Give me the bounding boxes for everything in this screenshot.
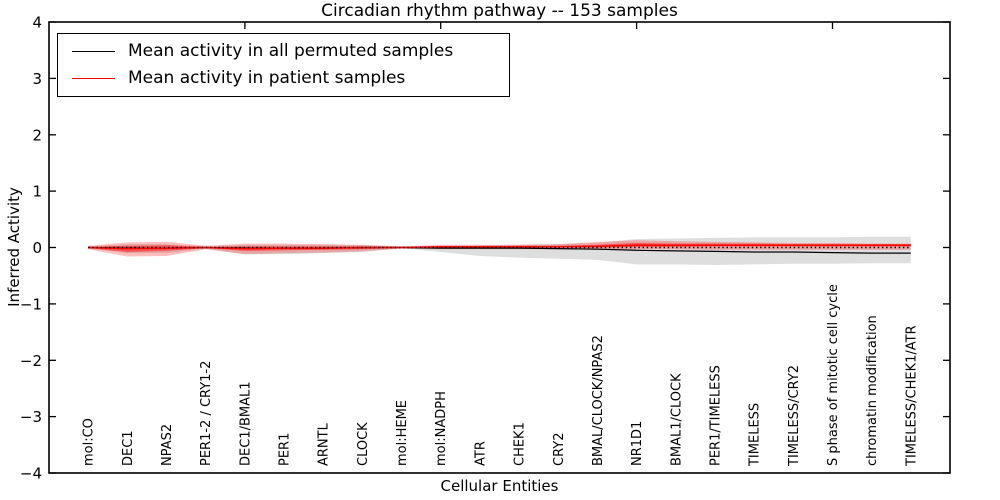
x-category-label: NR1D1 bbox=[630, 421, 645, 466]
y-tick-label: 4 bbox=[32, 14, 42, 32]
legend-label-permuted: Mean activity in all permuted samples bbox=[128, 41, 454, 62]
x-category-label: TIMELESS bbox=[748, 403, 763, 467]
x-category-label: BMAL1/CLOCK bbox=[669, 373, 684, 466]
legend-item-permuted: Mean activity in all permuted samples bbox=[58, 43, 509, 60]
x-category-label: mol:HEME bbox=[395, 400, 410, 466]
x-category-label: CRY2 bbox=[552, 433, 567, 467]
y-tick-label: −3 bbox=[20, 408, 42, 426]
x-axis-label: Cellular Entities bbox=[440, 477, 559, 495]
chart-title: Circadian rhythm pathway -- 153 samples bbox=[321, 1, 678, 21]
x-category-label: DEC1/BMAL1 bbox=[238, 382, 253, 467]
y-tick-label: −1 bbox=[20, 295, 42, 313]
legend-line-sample-patient bbox=[72, 77, 115, 79]
x-category-label: TIMELESS/CRY2 bbox=[787, 365, 802, 467]
y-axis-label: Inferred Activity bbox=[5, 187, 23, 307]
x-category-label: CHEK1 bbox=[513, 422, 528, 466]
x-category-label: CLOCK bbox=[356, 422, 371, 466]
series-line-1 bbox=[88, 244, 911, 250]
x-category-label: BMAL/CLOCK/NPAS2 bbox=[591, 335, 606, 466]
y-tick-label: 1 bbox=[32, 183, 42, 201]
x-category-label: S phase of mitotic cell cycle bbox=[826, 284, 841, 466]
y-tick-label: −2 bbox=[20, 352, 42, 370]
legend-label-patient: Mean activity in patient samples bbox=[128, 67, 406, 88]
x-category-label: ATR bbox=[473, 441, 488, 466]
x-category-label: TIMELESS/CHEK1/ATR bbox=[904, 325, 919, 467]
band-permuted-spread bbox=[88, 236, 911, 265]
y-tick-label: −4 bbox=[20, 465, 42, 483]
y-tick-label: 0 bbox=[32, 239, 42, 257]
x-category-label: PER1 bbox=[278, 433, 293, 466]
x-category-label: DEC1 bbox=[121, 430, 136, 466]
x-category-label: mol:NADPH bbox=[434, 391, 449, 466]
x-category-label: PER1-2 / CRY1-2 bbox=[199, 361, 214, 466]
legend: Mean activity in all permuted samples Me… bbox=[57, 33, 510, 97]
x-category-label: NPAS2 bbox=[160, 424, 175, 466]
legend-item-patient: Mean activity in patient samples bbox=[58, 67, 509, 88]
x-category-label: mol:CO bbox=[82, 418, 97, 466]
x-category-label: PER1/TIMELESS bbox=[709, 365, 724, 466]
y-tick-label: 2 bbox=[32, 126, 42, 144]
legend-line-sample-permuted bbox=[72, 51, 115, 53]
x-category-label: ARNTL bbox=[317, 422, 332, 466]
x-category-label: chromatin modification bbox=[865, 315, 880, 466]
y-tick-label: 3 bbox=[32, 70, 42, 88]
